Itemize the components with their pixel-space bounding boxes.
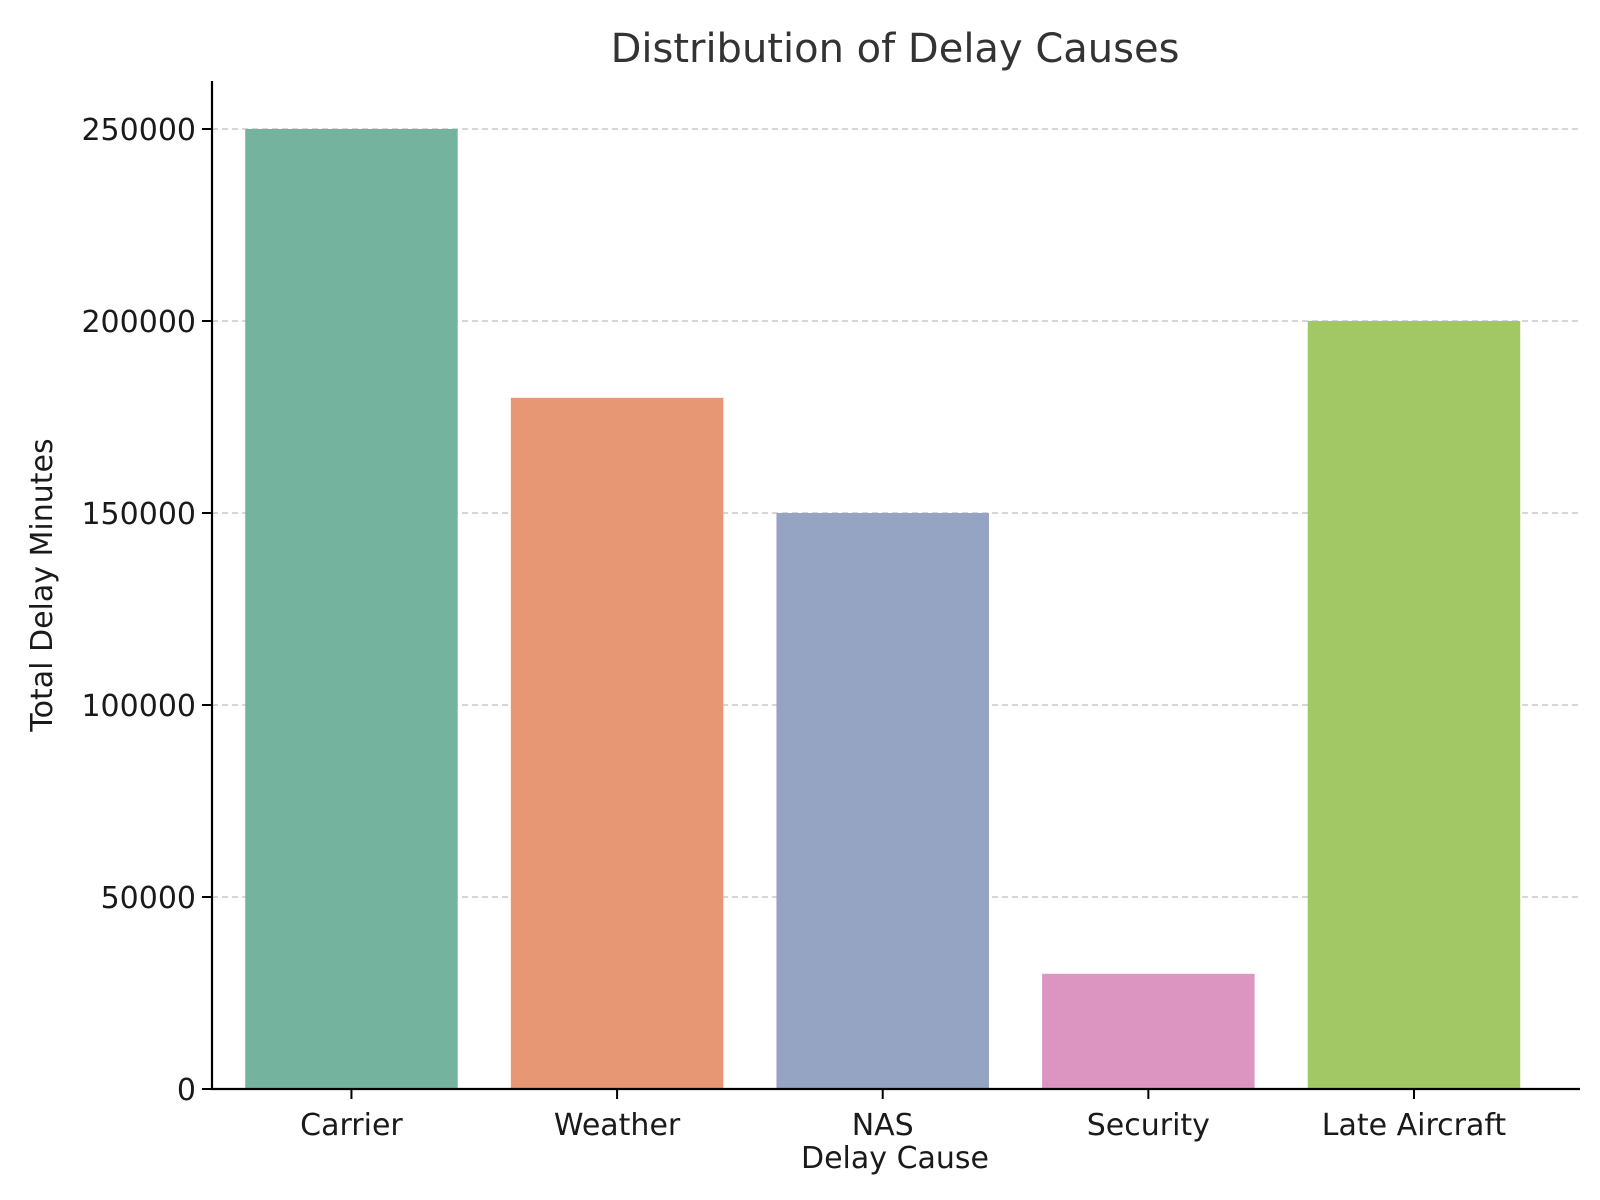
y-axis-label: Total Delay Minutes: [25, 438, 60, 732]
y-tick-label: 50000: [101, 881, 196, 916]
bar-layer: [245, 129, 1521, 1089]
bar-late-aircraft: [1307, 321, 1521, 1089]
bar-security: [1042, 973, 1255, 1089]
x-axis-label: Delay Cause: [801, 1141, 989, 1176]
x-tick-label: NAS: [852, 1108, 914, 1143]
bar-nas: [776, 513, 989, 1089]
y-tick-label: 0: [177, 1073, 196, 1108]
bar-weather: [510, 397, 724, 1089]
chart-title: Distribution of Delay Causes: [611, 26, 1180, 72]
bar-carrier: [245, 129, 458, 1089]
x-tick-label: Weather: [554, 1108, 681, 1143]
axis-layer: [210, 81, 1580, 1091]
y-tick-label: 100000: [81, 689, 196, 724]
x-tick-label: Late Aircraft: [1322, 1108, 1507, 1143]
y-tick-label: 250000: [81, 113, 196, 148]
y-tick-layer: 0 50000 100000 150000 200000 250000: [81, 113, 212, 1108]
y-tick-label: 150000: [81, 497, 196, 532]
x-tick-layer: Carrier Weather NAS Security Late Aircraft: [300, 1089, 1506, 1143]
x-tick-label: Security: [1087, 1108, 1210, 1143]
x-tick-label: Carrier: [300, 1108, 403, 1143]
y-tick-label: 200000: [81, 305, 196, 340]
